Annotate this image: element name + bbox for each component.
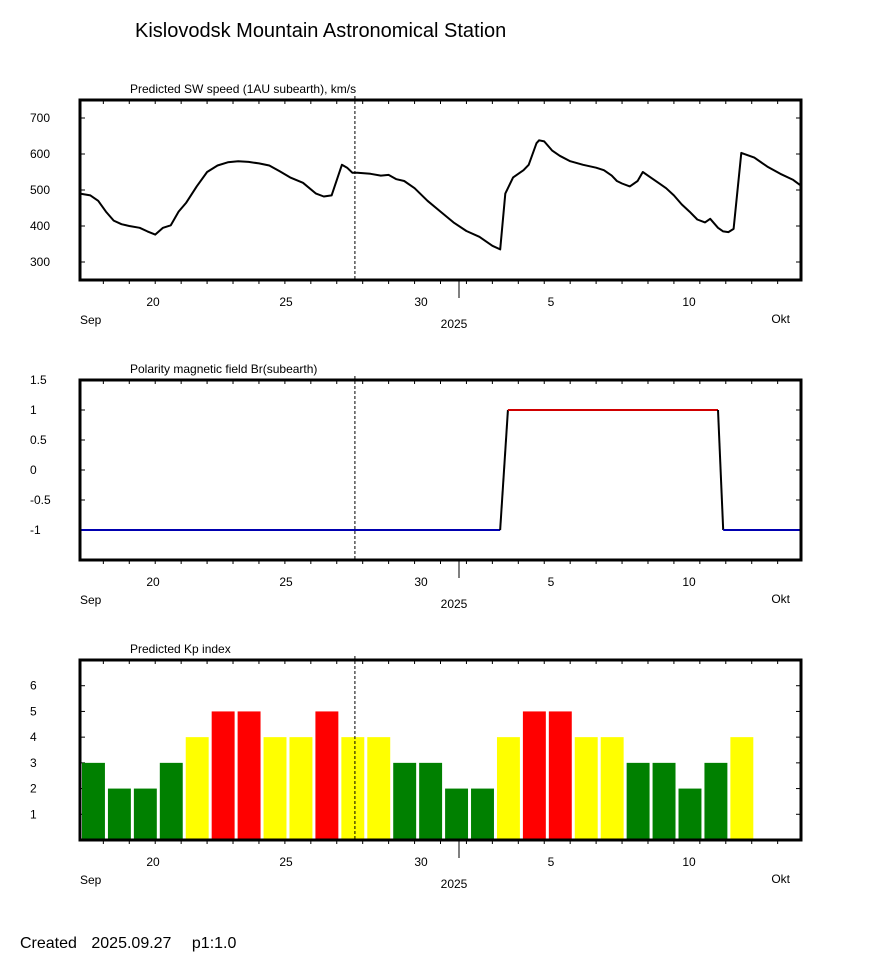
- y-tick-label: 1: [30, 807, 37, 821]
- x-tick-label: 5: [548, 855, 555, 869]
- x-year-label: 2025: [441, 317, 468, 331]
- x-tick-label: 20: [146, 575, 160, 589]
- y-tick-label: 400: [30, 219, 50, 233]
- kp-bar: [107, 788, 131, 840]
- kp-bar: [133, 788, 157, 840]
- kp-bar: [730, 737, 754, 840]
- polarity-segment: [499, 409, 509, 531]
- x-tick-label: 25: [279, 855, 293, 869]
- y-tick-label: -1: [30, 523, 41, 537]
- kp-bar: [704, 762, 728, 840]
- kp-bar: [82, 762, 105, 840]
- y-tick-label: 4: [30, 730, 37, 744]
- kp-bar: [341, 737, 365, 840]
- kp-bar: [159, 762, 183, 840]
- x-tick-label: 5: [548, 575, 555, 589]
- x-tick-label: 30: [414, 855, 428, 869]
- y-tick-label: 1: [30, 403, 37, 417]
- kp-bar: [393, 762, 417, 840]
- x-year-label: 2025: [441, 877, 468, 891]
- footer: Created 2025.09.27 p1:1.0: [20, 935, 246, 953]
- sw-speed-line: [79, 139, 802, 251]
- panel-title: Predicted Kp index: [130, 642, 231, 656]
- polarity-segment: [717, 409, 725, 531]
- y-tick-label: 300: [30, 255, 50, 269]
- kp-bar: [548, 711, 572, 840]
- kp-bar: [471, 788, 494, 840]
- kp-bar: [367, 737, 391, 840]
- x-month-label: Sep: [80, 873, 102, 887]
- y-tick-label: 0: [30, 463, 37, 477]
- kp-bar: [522, 711, 546, 840]
- kp-bar: [237, 711, 261, 840]
- kp-bar: [185, 737, 209, 840]
- x-tick-label: 5: [548, 295, 555, 309]
- y-tick-label: 2: [30, 782, 37, 796]
- y-tick-label: 600: [30, 147, 50, 161]
- y-tick-label: 0.5: [30, 433, 47, 447]
- x-tick-label: 25: [279, 575, 293, 589]
- charts-area: Predicted SW speed (1AU subearth), km/s 7…: [30, 82, 803, 891]
- kp-bar: [315, 711, 339, 840]
- x-tick-label: 30: [414, 575, 428, 589]
- plot-frame: [78, 98, 803, 282]
- page-title: Kislovodsk Mountain Astronomical Station: [135, 20, 507, 42]
- panel-title: Polarity magnetic field Br(subearth): [130, 362, 317, 376]
- y-tick-label: 5: [30, 704, 37, 718]
- x-month-label: Sep: [80, 313, 102, 327]
- y-tick-label: 6: [30, 679, 37, 693]
- x-tick-label: 20: [146, 295, 160, 309]
- plot-frame: [78, 378, 803, 562]
- x-tick-label: 20: [146, 855, 160, 869]
- kp-bar: [600, 737, 624, 840]
- y-tick-label: 1.5: [30, 373, 47, 387]
- x-tick-label: 30: [414, 295, 428, 309]
- x-month-label: Okt: [771, 872, 790, 886]
- x-month-label: Okt: [771, 312, 790, 326]
- page-info: p1:1.0: [191, 935, 237, 952]
- y-tick-label: 500: [30, 183, 50, 197]
- kp-bar: [678, 788, 702, 840]
- x-tick-label: 10: [682, 855, 696, 869]
- x-month-label: Sep: [80, 593, 102, 607]
- created-label: Created: [20, 935, 77, 952]
- kp-bar: [419, 762, 443, 840]
- kp-bar: [574, 737, 598, 840]
- kp-bar: [445, 788, 469, 840]
- kp-bar: [652, 762, 676, 840]
- x-tick-label: 10: [682, 575, 696, 589]
- x-tick-label: 25: [279, 295, 293, 309]
- y-tick-label: 700: [30, 111, 50, 125]
- y-tick-label: 3: [30, 756, 37, 770]
- kp-bar: [263, 737, 287, 840]
- kp-bar: [626, 762, 650, 840]
- plot-frame: [78, 658, 803, 842]
- panel-title: Predicted SW speed (1AU subearth), km/s: [130, 82, 356, 96]
- x-month-label: Okt: [771, 592, 790, 606]
- kp-bar: [211, 711, 235, 840]
- x-tick-label: 10: [682, 295, 696, 309]
- kp-bar: [289, 737, 313, 840]
- x-year-label: 2025: [441, 597, 468, 611]
- created-date: 2025.09.27: [91, 935, 172, 952]
- kp-bar: [496, 737, 520, 840]
- y-tick-label: -0.5: [30, 493, 51, 507]
